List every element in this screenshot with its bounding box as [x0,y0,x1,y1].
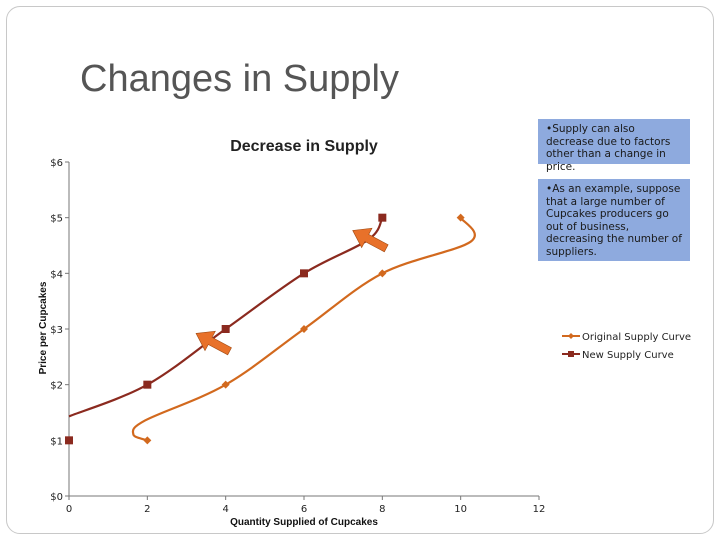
legend-label: New Supply Curve [582,350,674,361]
chart-arrows [195,227,389,356]
chart-curves [65,213,476,445]
legend-label: Original Supply Curve [582,332,691,343]
y-axis-label: Price per Cupcakes [38,281,49,374]
x-tick-label: 4 [222,504,228,515]
x-tick-label: 8 [379,504,385,515]
shift-arrow-2 [352,227,389,253]
point-new [378,213,387,222]
shift-arrow-1 [195,330,232,356]
legend-marker [568,351,574,357]
y-tick-label: $0 [50,492,63,503]
y-tick-label: $5 [50,214,63,225]
slide-title: Changes in Supply [80,58,399,100]
x-axis-label: Quantity Supplied of Cupcakes [230,517,378,528]
chart-title: Decrease in Supply [230,138,378,155]
point-original [378,269,387,278]
x-tick-label: 12 [533,504,546,515]
point-original [221,380,230,389]
point-new [65,436,73,445]
point-original [300,325,308,333]
legend-marker [568,333,574,339]
y-tick-label: $3 [50,325,63,336]
series-line-1 [131,216,476,442]
note-box-1: •Supply can also decrease due to factors… [538,119,690,173]
slide-frame [6,6,714,534]
point-original [456,213,465,222]
chart-axes: $0 $1 $2 $3 $4 $5 $6 0 2 4 6 8 10 12 [50,158,545,515]
x-tick-label: 6 [301,504,307,515]
x-tick-label: 2 [144,504,150,515]
point-new [221,325,230,333]
y-tick-label: $2 [50,381,63,392]
chart-legend: Original Supply Curve New Supply Curve [562,332,691,361]
point-new [143,380,152,389]
y-tick-label: $1 [50,436,63,447]
point-new [300,269,308,278]
note-box-2: •As an example, suppose that a large num… [538,179,690,261]
y-tick-label: $6 [50,158,63,169]
x-tick-label: 0 [66,504,72,515]
x-tick-label: 10 [454,504,467,515]
point-original [143,436,152,445]
y-tick-label: $4 [50,269,63,280]
